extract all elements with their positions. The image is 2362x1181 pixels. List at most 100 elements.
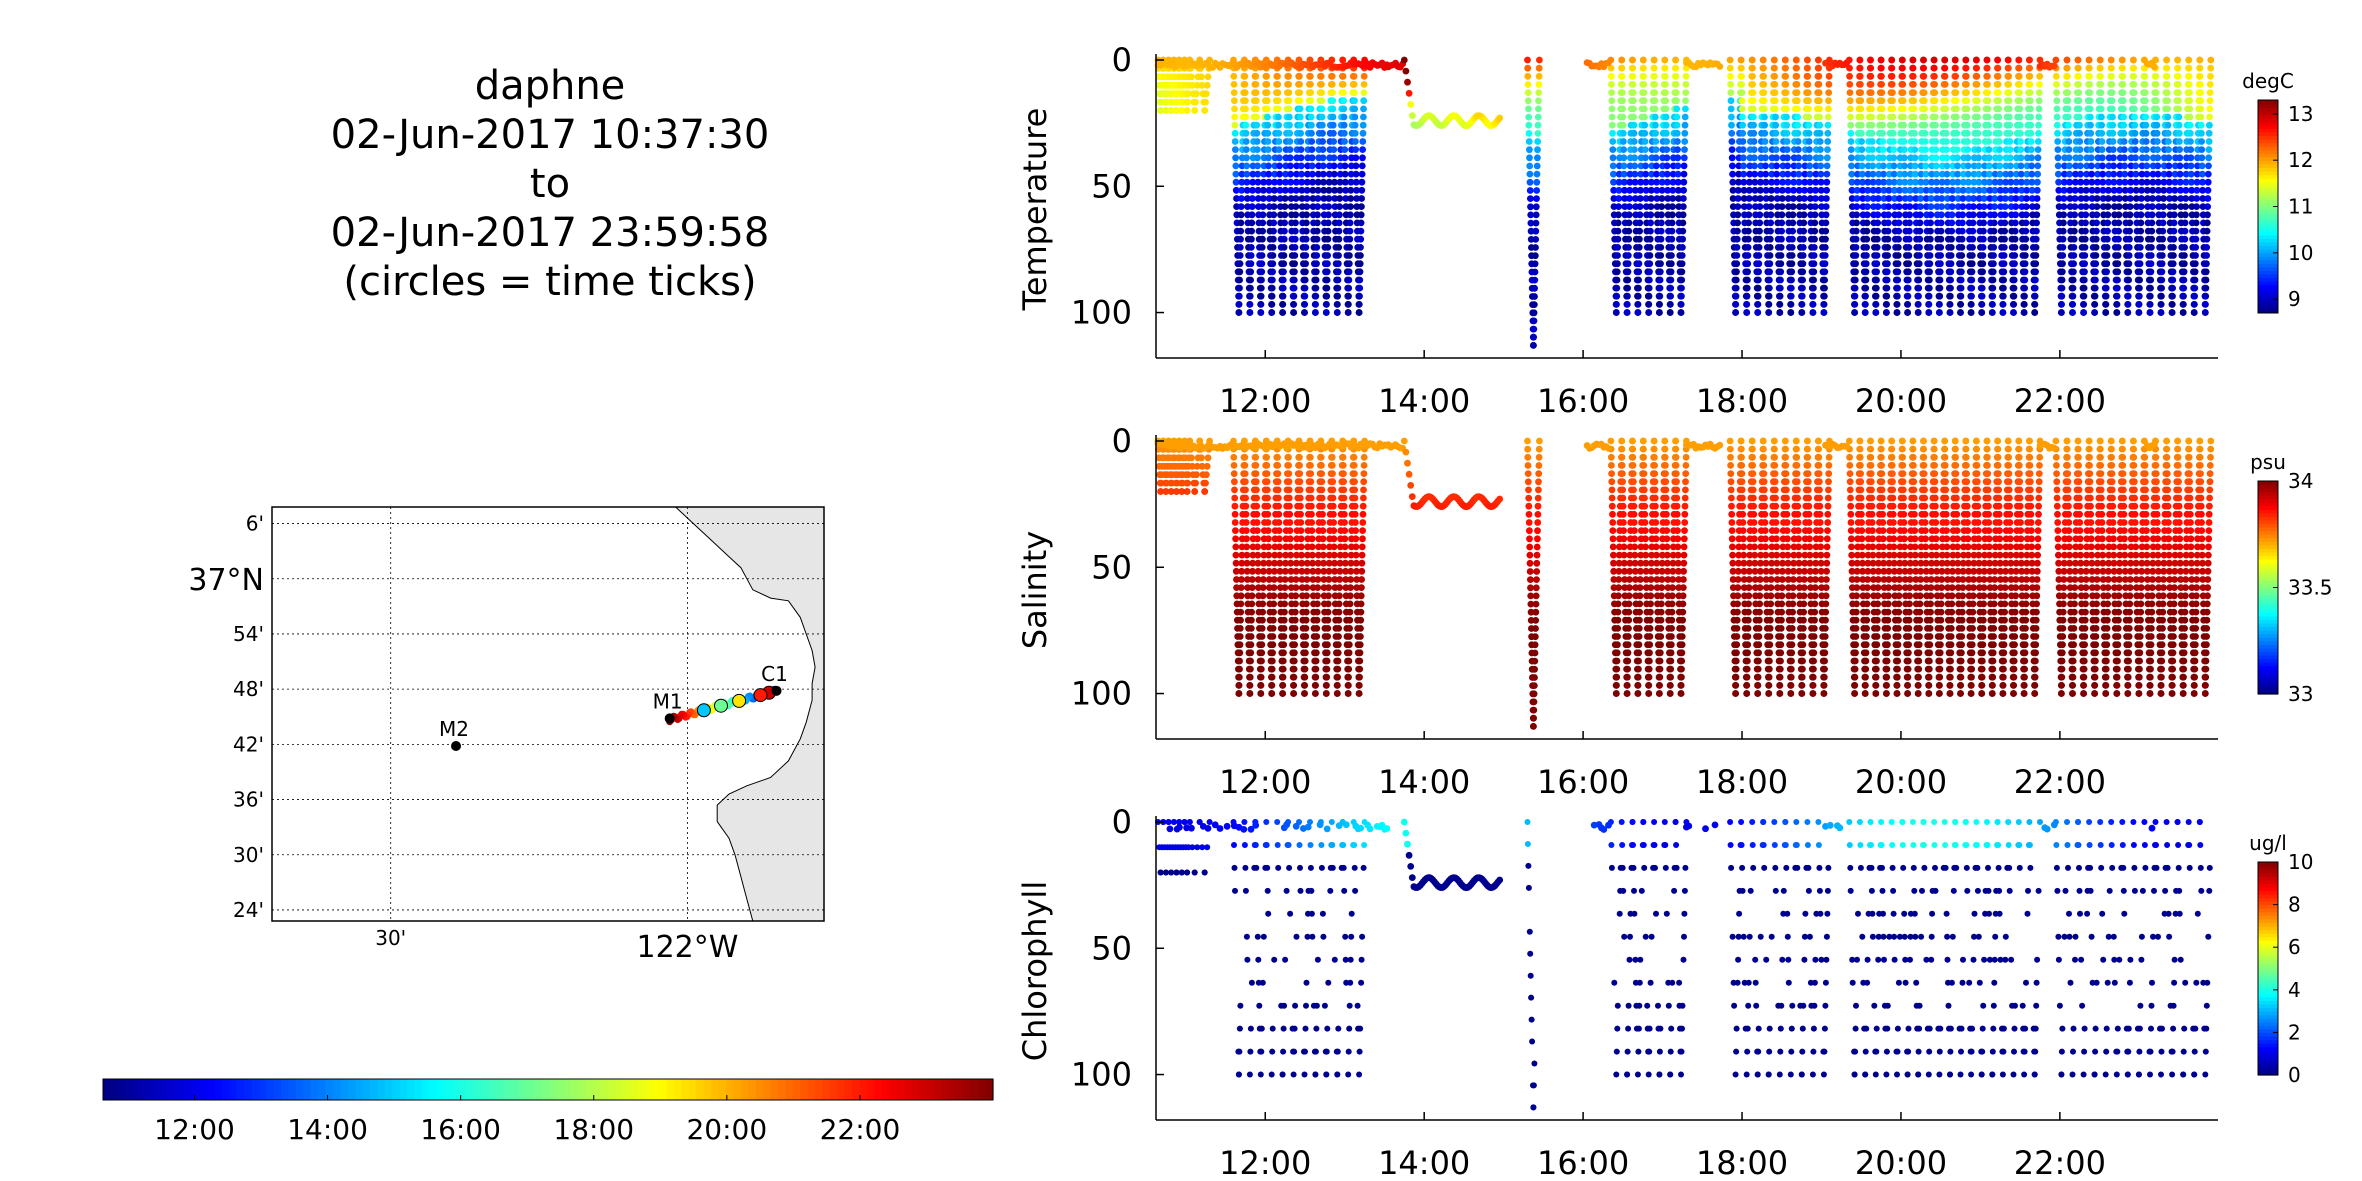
data-point: [2130, 72, 2138, 80]
data-point: [1937, 252, 1944, 259]
data-point: [1257, 690, 1265, 697]
colorbar-segment: [2258, 245, 2278, 250]
data-point: [2082, 195, 2090, 202]
data-point: [1846, 105, 1854, 113]
data-point: [2163, 64, 2171, 72]
data-point: [2022, 211, 2030, 219]
data-point: [1794, 113, 1801, 121]
data-point: [2120, 105, 2127, 113]
data-point: [1883, 309, 1890, 316]
data-point: [1351, 97, 1358, 105]
data-point: [1744, 244, 1752, 251]
data-point: [1630, 129, 1638, 137]
data-point: [1307, 89, 1315, 96]
data-point: [2120, 121, 2128, 129]
data-point: [1755, 244, 1763, 251]
data-point: [1772, 113, 1779, 121]
data-point: [1679, 219, 1687, 227]
data-point: [1943, 162, 1951, 170]
data-point: [1825, 105, 1832, 113]
data-point: [1532, 219, 1540, 227]
data-point: [1286, 121, 1293, 129]
data-point: [1248, 600, 1256, 608]
data-point: [1936, 309, 1943, 316]
data-point: [1973, 56, 1980, 64]
data-point: [1962, 64, 1970, 72]
data-point: [1912, 195, 1920, 202]
data-point: [1662, 89, 1669, 96]
data-point: [2061, 170, 2068, 178]
data-point: [1188, 454, 1195, 462]
data-point: [2091, 301, 2099, 308]
data-point: [2005, 81, 2013, 88]
data-point: [1615, 186, 1623, 194]
data-point: [1771, 72, 1778, 80]
data-point: [2146, 301, 2154, 308]
data-point: [1246, 309, 1254, 316]
data-point: [1652, 154, 1660, 162]
data-point: [1888, 56, 1896, 64]
data-point: [1899, 105, 1907, 113]
data-point: [1943, 154, 1951, 162]
data-point: [2001, 219, 2009, 227]
data-point: [1263, 462, 1271, 469]
data-point: [1667, 260, 1675, 268]
data-point: [1947, 268, 1955, 276]
data-point: [1666, 309, 1674, 316]
data-point: [1852, 227, 1860, 235]
data-point: [1620, 178, 1628, 186]
data-point: [1320, 195, 1328, 202]
data-point: [2061, 162, 2069, 170]
data-point: [1773, 178, 1781, 186]
data-point: [1900, 146, 1908, 154]
data-point: [2165, 138, 2172, 145]
data-point: [1847, 138, 1855, 145]
data-point: [1247, 633, 1255, 640]
data-point: [2136, 244, 2144, 251]
data-point: [1777, 276, 1784, 284]
data-point: [1937, 219, 1945, 227]
data-point: [1237, 219, 1245, 227]
data-point: [2054, 154, 2062, 162]
data-point: [2181, 235, 2189, 243]
data-point: [2070, 268, 2077, 276]
data-point: [1916, 211, 1924, 219]
data-point: [1766, 244, 1774, 251]
data-point: [1667, 284, 1675, 292]
data-point: [1678, 252, 1686, 259]
data-point: [1943, 170, 1951, 178]
data-point: [2081, 235, 2089, 243]
data-point: [1609, 146, 1617, 154]
data-point: [1787, 292, 1795, 300]
data-point: [1986, 178, 1993, 186]
data-point: [2012, 186, 2020, 194]
data-point: [1236, 657, 1243, 665]
data-point: [2035, 129, 2042, 137]
data-point: [1793, 97, 1801, 105]
data-point: [1921, 129, 1929, 137]
data-point: [1276, 186, 1284, 194]
data-point: [1312, 690, 1319, 697]
data-point: [1732, 276, 1740, 284]
data-point: [1985, 129, 1992, 137]
data-point: [2058, 268, 2066, 276]
data-point: [2130, 89, 2138, 96]
data-point: [2002, 178, 2010, 186]
data-point: [1756, 219, 1764, 227]
data-point: [1290, 673, 1298, 681]
data-point: [2092, 252, 2100, 259]
data-point: [2099, 195, 2107, 202]
data-point: [2006, 154, 2014, 162]
data-point: [2075, 81, 2083, 88]
data-point: [1995, 138, 2003, 145]
data-point: [1729, 162, 1736, 170]
data-point: [1408, 112, 1416, 119]
data-point: [2192, 227, 2200, 235]
data-point: [2110, 162, 2118, 170]
data-point: [1534, 154, 1541, 162]
data-point: [2001, 203, 2009, 211]
data-point: [1314, 178, 1322, 186]
data-point: [2170, 244, 2177, 251]
data-point: [1745, 211, 1753, 219]
data-point: [1789, 203, 1797, 211]
